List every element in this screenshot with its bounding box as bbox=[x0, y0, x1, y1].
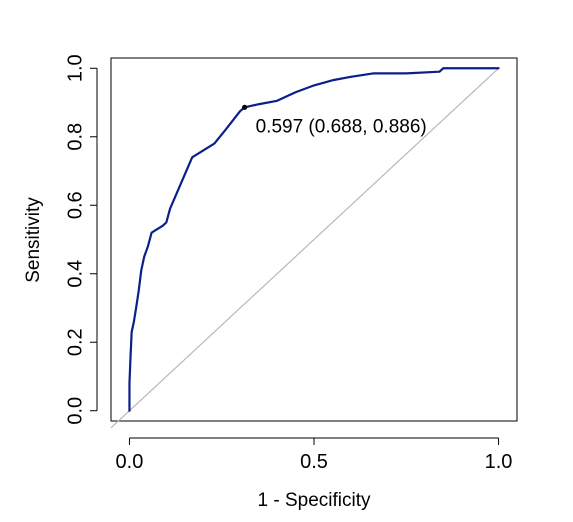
x-tick-label: 1.0 bbox=[485, 451, 513, 473]
x-axis: 0.0 0.5 1.0 bbox=[116, 437, 513, 473]
plot-frame bbox=[110, 57, 518, 422]
y-axis-title: Sensitivity bbox=[23, 197, 44, 283]
y-axis: 0.0 0.2 0.4 0.6 0.8 1.0 bbox=[64, 54, 98, 425]
y-tick-label: 0.0 bbox=[64, 397, 86, 425]
y-tick-label: 0.2 bbox=[64, 328, 86, 356]
y-tick-label: 0.6 bbox=[64, 191, 86, 219]
x-tick-label: 0.5 bbox=[300, 451, 328, 473]
y-tick-label: 0.4 bbox=[64, 260, 86, 288]
reference-line bbox=[110, 67, 499, 429]
y-tick-label: 1.0 bbox=[64, 54, 86, 82]
x-tick-label: 0.0 bbox=[116, 451, 144, 473]
y-tick-label: 0.8 bbox=[64, 123, 86, 151]
x-axis-title: 1 - Specificity bbox=[258, 490, 371, 511]
threshold-point bbox=[242, 104, 248, 110]
plot-layer: 0.597 (0.688, 0.886) bbox=[110, 67, 500, 429]
roc-curve bbox=[128, 67, 500, 412]
threshold-label: 0.597 (0.688, 0.886) bbox=[256, 116, 427, 137]
